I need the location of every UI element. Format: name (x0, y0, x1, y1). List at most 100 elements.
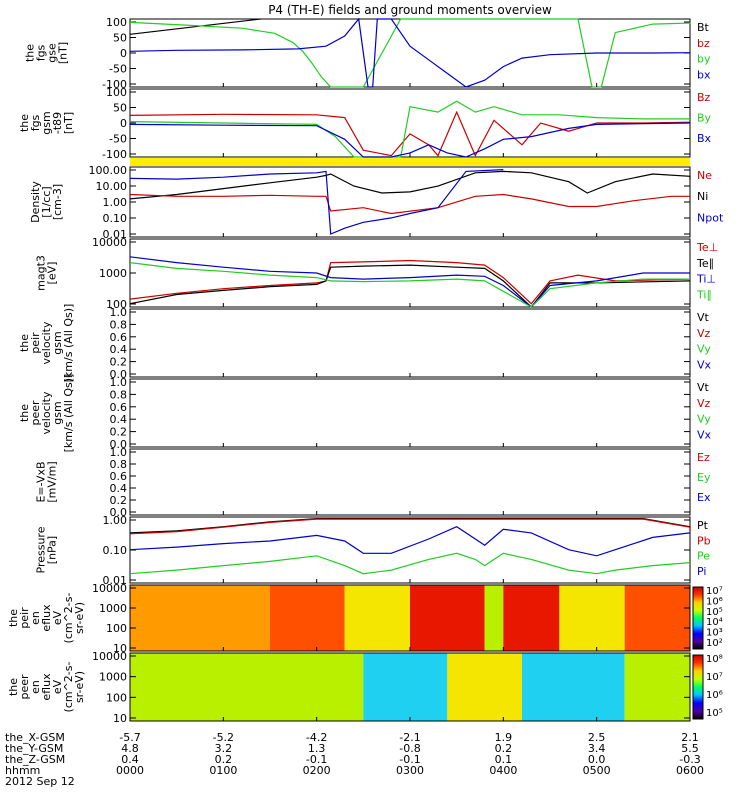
x-row-value: 4.8 (121, 742, 139, 755)
y-axis-label-line: eflux (40, 604, 53, 632)
x-row-value: -5.2 (213, 731, 234, 744)
x-row-value: 0.0 (588, 753, 606, 766)
spectrogram-band (484, 585, 504, 651)
y-axis-label-line: peer (18, 674, 31, 700)
spectrogram-band (503, 585, 560, 651)
y-axis-label-line: fgs (29, 114, 42, 131)
y-tick-label: 10000 (92, 236, 127, 249)
y-tick-label: 1.0 (110, 306, 128, 319)
y-tick-label: 100.00 (89, 164, 128, 177)
y-tick-label: 0.2 (110, 426, 128, 439)
series-Ne (129, 193, 690, 215)
spectrogram-band (270, 585, 345, 651)
legend-Ey: Ey (697, 471, 711, 484)
colorbar (692, 586, 704, 650)
y-axis-label-line: Density (29, 181, 42, 223)
legend-Bz: Bz (697, 91, 711, 104)
y-tick-label: 0.10 (103, 212, 128, 225)
legend-Te∥: Te∥ (696, 257, 714, 270)
x-row-value: -0.1 (306, 753, 327, 766)
y-axis-label: thepeervelocitygsm[km/s (All Qs)] (18, 374, 75, 453)
y-tick-label: 0.0 (110, 506, 128, 519)
panel-fgs-gsm: 100 50 0 -50 -100 thefgsgsm-t89[nT] Bz By Bx (18, 86, 712, 161)
y-tick-label: 1.0 (110, 446, 128, 459)
series-Pe (129, 552, 691, 575)
y-axis-label-line: [eV] (46, 262, 59, 285)
x-tick-label: 0500 (583, 764, 611, 777)
legend-Ex: Ex (697, 491, 711, 504)
y-tick-label: 100 (106, 622, 127, 635)
series-Te⊥ (129, 259, 691, 305)
spectrogram-band (344, 585, 410, 651)
y-axis-label-line: peer (29, 400, 42, 426)
panel-efield: 1.00.80.60.40.20.0 E=-VxB[mV/m] Ez Ey Ex (35, 446, 711, 519)
y-axis-label-line: the (7, 678, 20, 696)
y-tick-label: 10.00 (96, 180, 128, 193)
y-axis-label-line: sr-eV) (73, 602, 86, 634)
y-axis-label-line: gsm (40, 111, 53, 134)
panel-peer-velocity: 1.00.80.60.40.20.0 thepeervelocitygsm[km/… (18, 374, 712, 453)
y-axis-label-line: eV (51, 610, 64, 625)
series-Npot (129, 169, 504, 235)
spectrogram-band (130, 585, 270, 651)
panel-fgs-gse: 100 50 0 -50 -100 thefgsgse[nT] Bt bz by bx (24, 16, 711, 91)
y-tick-label: 0.8 (110, 388, 128, 401)
legend-Vt: Vt (697, 311, 710, 324)
series-Ni (129, 170, 691, 200)
y-axis-label-line: velocity (40, 321, 53, 364)
y-axis-label: thepeerenefluxeV(cm^2-s-sr-eV) (7, 662, 86, 713)
y-axis-label-line: -t89 (51, 112, 64, 134)
y-axis-label-line: Pressure (35, 526, 48, 573)
y-tick-label: -100 (102, 78, 127, 91)
y-tick-label: 0.8 (110, 318, 128, 331)
plot-date: 2012 Sep 12 (5, 775, 75, 788)
series-Te∥ (129, 264, 691, 308)
y-tick-label: 0.01 (103, 228, 128, 241)
series-Bz (129, 110, 691, 157)
legend-Vz: Vz (697, 397, 711, 410)
y-axis-label-line: peir (29, 332, 42, 354)
series-Pt (129, 517, 691, 534)
series-Ti∥ (129, 262, 690, 308)
x-row-value: 2.1 (681, 731, 699, 744)
panel-temperature: 10000 1000 100 magt3[eV] Te⊥ Te∥ Ti⊥ Ti∥ (35, 236, 719, 311)
y-axis-label-line: E=-VxB (35, 461, 48, 502)
legend-Ti⊥: Ti⊥ (696, 273, 716, 286)
x-row-value: -0.1 (399, 753, 420, 766)
y-tick-label: 0.2 (110, 494, 128, 507)
spectrogram-band (559, 585, 625, 651)
y-axis-label-line: [nPa] (46, 536, 59, 564)
y-tick-label: 0.0 (110, 368, 128, 381)
y-axis-label: thepeirvelocitygsm[km/s (All Qs)] (18, 304, 75, 383)
x-tick-label: 0100 (209, 764, 237, 777)
plot-title: P4 (TH-E) fields and ground moments over… (268, 3, 552, 17)
colorbar-tick-label: 10² (706, 638, 723, 649)
y-axis-label-line: magt3 (35, 255, 48, 291)
y-tick-label: 10 (113, 642, 127, 655)
y-tick-label: 0.10 (103, 544, 128, 557)
x-tick-label: 0000 (116, 764, 144, 777)
y-axis-label-line: the (18, 404, 31, 422)
x-row-value: 0.1 (495, 753, 513, 766)
x-row-value: 3.2 (215, 742, 233, 755)
y-tick-label: 1.00 (103, 514, 128, 527)
legend-Ni: Ni (697, 190, 708, 203)
spectrogram-band (447, 653, 522, 721)
legend-Bt: Bt (697, 21, 710, 34)
data-gap-bar (130, 158, 690, 166)
legend-Te⊥: Te⊥ (696, 241, 718, 254)
legend-Pb: Pb (697, 534, 711, 547)
x-row-value: -5.7 (119, 731, 140, 744)
y-tick-label: 50 (113, 32, 127, 45)
y-tick-label: 0.2 (110, 356, 128, 369)
legend-Npot: Npot (697, 211, 724, 224)
y-tick-label: 1000 (99, 267, 127, 280)
colorbar (692, 654, 704, 720)
x-tick-label: 0600 (676, 764, 704, 777)
x-row-value: 0.4 (121, 753, 139, 766)
spectrogram-band (522, 653, 625, 721)
y-axis-label-line: gsm (51, 331, 64, 354)
x-tick-label: 0400 (489, 764, 517, 777)
x-tick-label: 0200 (303, 764, 331, 777)
y-axis-label-line: [cm-3] (51, 184, 64, 220)
